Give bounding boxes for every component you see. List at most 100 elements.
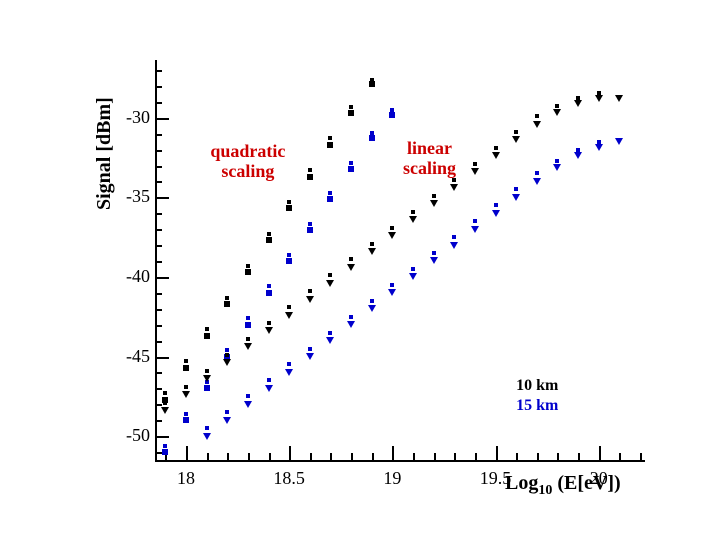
linear-15km-tri-point bbox=[347, 321, 355, 328]
linear-10km-tri-point bbox=[430, 200, 438, 207]
x-tick-minor bbox=[351, 453, 353, 460]
quad-10km-dot-point bbox=[370, 78, 374, 82]
quad-15km-square-point bbox=[245, 322, 251, 328]
x-tick-minor bbox=[640, 453, 642, 460]
linear-15km-dot-point bbox=[576, 148, 580, 152]
x-tick-minor bbox=[207, 453, 209, 460]
y-tick-minor bbox=[155, 452, 162, 454]
quadratic-label: quadraticscaling bbox=[198, 141, 298, 182]
linear-15km-tri-point bbox=[533, 178, 541, 185]
x-tick-major bbox=[392, 446, 394, 460]
quad-15km-dot-point bbox=[163, 444, 167, 448]
quad-15km-square-point bbox=[162, 449, 168, 455]
linear-10km-dot-point bbox=[349, 257, 353, 261]
linear-15km-tri-point bbox=[244, 401, 252, 408]
legend-10km: 10 km bbox=[516, 377, 558, 395]
linear-15km-tri-point bbox=[203, 433, 211, 440]
quad-10km-square-point bbox=[224, 301, 230, 307]
quad-15km-square-point bbox=[327, 196, 333, 202]
x-tick-minor bbox=[454, 453, 456, 460]
y-tick-major bbox=[155, 357, 169, 359]
linear-15km-tri-point bbox=[409, 273, 417, 280]
y-tick-minor bbox=[155, 404, 162, 406]
quad-10km-square-point bbox=[266, 237, 272, 243]
x-tick-minor bbox=[516, 453, 518, 460]
x-tick-major bbox=[599, 446, 601, 460]
linear-10km-tri-point bbox=[471, 168, 479, 175]
linear-15km-dot-point bbox=[267, 378, 271, 382]
linear-15km-tri-point bbox=[265, 385, 273, 392]
quad-10km-dot-point bbox=[163, 391, 167, 395]
y-tick-minor bbox=[155, 86, 162, 88]
linear-10km-tri-point bbox=[450, 184, 458, 191]
linear-15km-dot-point bbox=[597, 140, 601, 144]
linear-10km-tri-point bbox=[285, 312, 293, 319]
linear-10km-tri-point bbox=[492, 152, 500, 159]
x-tick-major bbox=[186, 446, 188, 460]
y-tick-major bbox=[155, 197, 169, 199]
linear-15km-tri-point bbox=[615, 138, 623, 145]
linear-15km-dot-point bbox=[432, 251, 436, 255]
linear-10km-dot-point bbox=[535, 114, 539, 118]
linear-15km-dot-point bbox=[328, 331, 332, 335]
linear-15km-dot-point bbox=[370, 299, 374, 303]
quad-15km-dot-point bbox=[390, 108, 394, 112]
linear-10km-dot-point bbox=[246, 337, 250, 341]
linear-15km-dot-point bbox=[390, 283, 394, 287]
linear-10km-dot-point bbox=[163, 401, 167, 405]
linear-10km-tri-point bbox=[574, 100, 582, 107]
y-tick-label: -30 bbox=[110, 107, 150, 128]
y-tick-minor bbox=[155, 229, 162, 231]
x-axis bbox=[155, 460, 645, 462]
y-tick-major bbox=[155, 436, 169, 438]
linear-10km-dot-point bbox=[432, 194, 436, 198]
linear-10km-tri-point bbox=[388, 232, 396, 239]
x-tick-minor bbox=[227, 453, 229, 460]
x-tick-label: 18.5 bbox=[264, 468, 314, 489]
linear-15km-tri-point bbox=[512, 194, 520, 201]
quad-10km-dot-point bbox=[184, 359, 188, 363]
x-tick-minor bbox=[330, 453, 332, 460]
linear-10km-dot-point bbox=[390, 226, 394, 230]
linear-15km-dot-point bbox=[246, 394, 250, 398]
linear-15km-dot-point bbox=[494, 203, 498, 207]
y-tick-minor bbox=[155, 166, 162, 168]
linear-15km-dot-point bbox=[452, 235, 456, 239]
y-tick-minor bbox=[155, 420, 162, 422]
quad-10km-square-point bbox=[327, 142, 333, 148]
linear-10km-dot-point bbox=[205, 369, 209, 373]
y-tick-minor bbox=[155, 388, 162, 390]
quad-15km-square-point bbox=[286, 258, 292, 264]
quad-15km-dot-point bbox=[370, 131, 374, 135]
linear-15km-dot-point bbox=[225, 410, 229, 414]
linear-10km-dot-point bbox=[267, 321, 271, 325]
quad-15km-dot-point bbox=[349, 161, 353, 165]
x-tick-minor bbox=[578, 453, 580, 460]
x-tick-minor bbox=[310, 453, 312, 460]
quad-15km-dot-point bbox=[308, 222, 312, 226]
quad-10km-dot-point bbox=[328, 136, 332, 140]
x-tick-minor bbox=[557, 453, 559, 460]
linear-10km-dot-point bbox=[370, 242, 374, 246]
quad-15km-dot-point bbox=[184, 412, 188, 416]
x-tick-minor bbox=[372, 453, 374, 460]
linear-15km-dot-point bbox=[514, 187, 518, 191]
linear-10km-tri-point bbox=[326, 280, 334, 287]
linear-10km-tri-point bbox=[244, 343, 252, 350]
linear-10km-dot-point bbox=[225, 353, 229, 357]
quad-10km-square-point bbox=[245, 269, 251, 275]
x-tick-minor bbox=[537, 453, 539, 460]
x-tick-minor bbox=[248, 453, 250, 460]
x-tick-label: 19 bbox=[367, 468, 417, 489]
linear-10km-dot-point bbox=[473, 162, 477, 166]
quad-15km-dot-point bbox=[246, 316, 250, 320]
y-tick-minor bbox=[155, 102, 162, 104]
y-tick-minor bbox=[155, 261, 162, 263]
quad-10km-square-point bbox=[307, 174, 313, 180]
linear-15km-tri-point bbox=[388, 289, 396, 296]
quad-15km-square-point bbox=[389, 112, 395, 118]
quad-10km-square-point bbox=[286, 205, 292, 211]
quad-10km-dot-point bbox=[267, 232, 271, 236]
quad-15km-square-point bbox=[183, 417, 189, 423]
linear-15km-dot-point bbox=[535, 171, 539, 175]
